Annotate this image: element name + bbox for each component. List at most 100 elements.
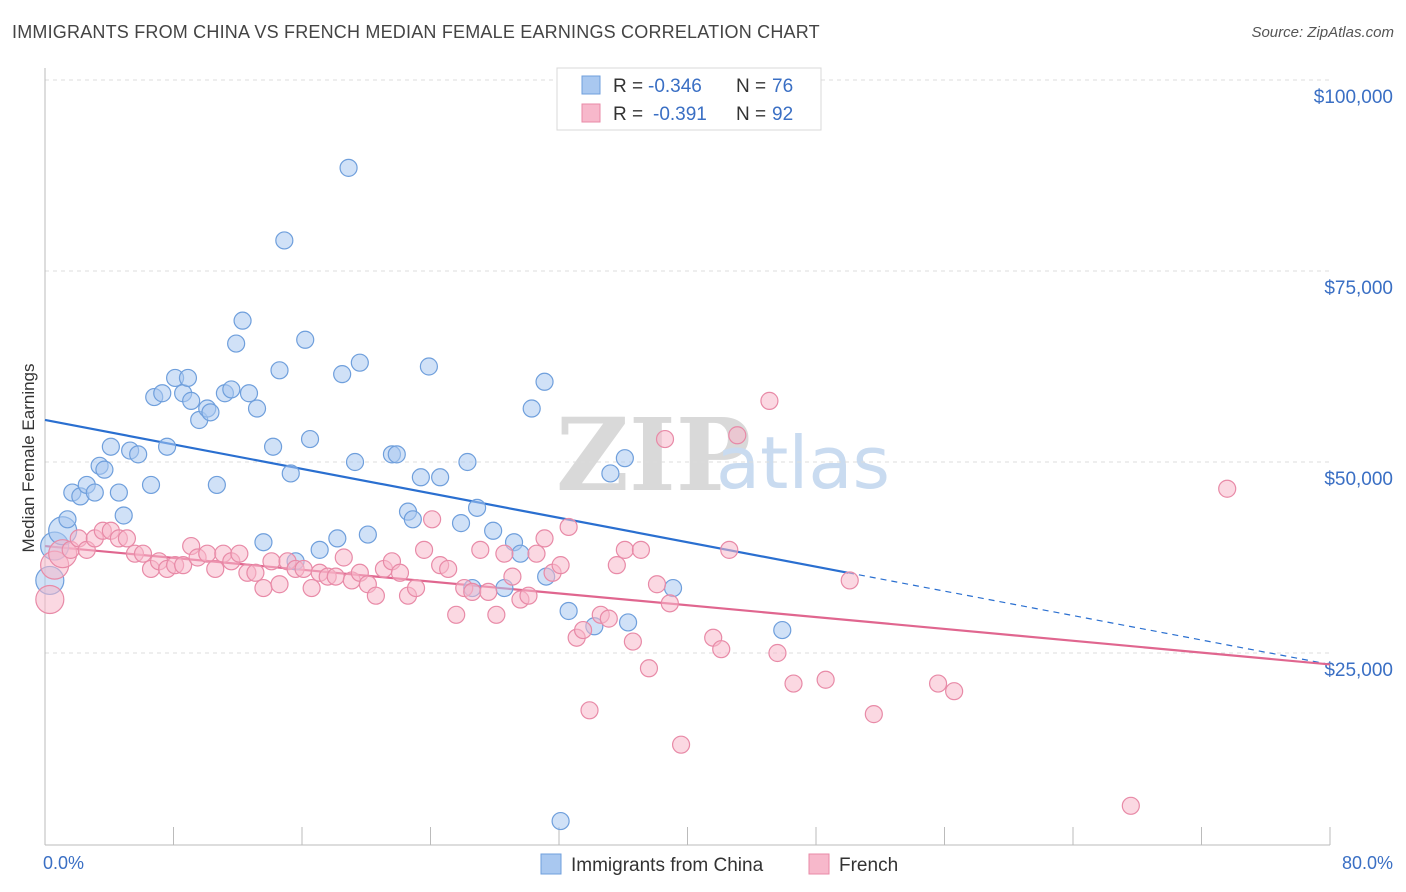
point-french-71	[607, 556, 626, 575]
y-tick-label-1: $50,000	[1324, 469, 1393, 490]
legend-n-value-china: 76	[772, 76, 793, 97]
legend-n-label-french: N =	[736, 104, 766, 125]
point-french-83	[728, 426, 747, 445]
point-french-75	[639, 659, 659, 678]
point-french-67	[573, 620, 593, 640]
bottom-legend-label-french: French	[839, 855, 898, 876]
point-french-47	[414, 540, 434, 559]
point-french-36	[326, 567, 345, 586]
point-french-79	[671, 735, 691, 754]
point-china-11	[109, 483, 128, 502]
point-french-84	[760, 391, 779, 410]
point-french-26	[246, 563, 265, 582]
point-china-22	[182, 391, 201, 410]
point-french-91	[945, 682, 964, 701]
legend-n-label-china: N =	[736, 76, 766, 97]
y-tick-label-2: $75,000	[1324, 278, 1393, 299]
point-french-60	[519, 586, 538, 605]
point-french-93	[1218, 479, 1237, 498]
point-china-31	[239, 384, 259, 403]
point-french-62	[535, 529, 554, 548]
point-china-7	[85, 483, 104, 502]
point-china-51	[403, 510, 422, 529]
point-china-59	[484, 521, 503, 540]
point-french-32	[294, 559, 313, 579]
point-french-68	[580, 701, 599, 720]
y-axis-title: Median Female Earnings	[19, 364, 38, 553]
point-french-78	[660, 594, 679, 613]
point-french-51	[447, 605, 466, 624]
point-french-44	[390, 563, 410, 582]
point-french-73	[623, 632, 642, 651]
point-china-72	[663, 578, 683, 598]
point-china-66	[551, 811, 570, 831]
point-china-32	[247, 399, 267, 418]
point-french-72	[615, 540, 634, 559]
point-french-77	[655, 429, 675, 449]
point-china-63	[522, 399, 541, 418]
point-french-81	[712, 640, 731, 659]
point-china-39	[296, 330, 315, 349]
point-french-37	[334, 548, 353, 567]
point-french-54	[471, 540, 490, 559]
point-china-25	[201, 403, 220, 422]
point-french-56	[487, 605, 506, 624]
point-french-27	[254, 578, 273, 598]
legend-n-value-french: 92	[772, 104, 793, 125]
point-china-44	[339, 158, 358, 177]
point-china-37	[281, 464, 300, 483]
chart-source: Source: ZipAtlas.com	[1251, 24, 1394, 41]
point-china-18	[157, 437, 177, 456]
chart-title: IMMIGRANTS FROM CHINA VS FRENCH MEDIAN F…	[12, 22, 820, 42]
point-china-42	[328, 529, 347, 548]
point-french-57	[495, 544, 514, 563]
legend-r-value-china: -0.346	[648, 76, 702, 97]
point-french-12	[133, 544, 153, 563]
point-china-54	[431, 468, 450, 487]
point-french-65	[559, 517, 578, 537]
point-french-90	[928, 674, 948, 693]
point-french-85	[768, 643, 787, 663]
point-french-74	[631, 540, 651, 559]
point-french-88	[840, 571, 859, 590]
point-china-71	[618, 613, 638, 632]
point-french-20	[198, 544, 217, 563]
x-tick-label-0: 0.0%	[43, 853, 84, 873]
watermark-zip: ZIP	[556, 396, 751, 514]
point-china-3	[58, 510, 77, 529]
bottom-legend-swatch-china	[540, 853, 562, 875]
trend-extension-china	[848, 572, 1331, 666]
point-layer	[35, 158, 1237, 831]
point-french-33	[302, 578, 321, 598]
point-china-55	[451, 514, 471, 533]
point-china-30	[233, 311, 252, 330]
point-china-40	[300, 429, 320, 449]
point-china-17	[153, 384, 172, 403]
point-french-89	[864, 705, 883, 724]
point-french-50	[439, 559, 458, 579]
point-china-67	[559, 601, 578, 621]
point-china-26	[207, 475, 226, 495]
point-french-29	[270, 575, 289, 594]
point-china-62	[511, 544, 530, 563]
bottom-legend-label-china: Immigrants from China	[571, 855, 764, 876]
point-china-46	[350, 353, 369, 372]
point-french-87	[816, 670, 835, 689]
point-french-70	[599, 609, 618, 628]
point-french-41	[366, 586, 385, 605]
point-french-76	[647, 575, 667, 594]
axis-layer: $25,000 $50,000 $75,000 $100,000 0.0% 80.0%	[43, 68, 1393, 873]
point-french-55	[479, 582, 498, 601]
point-french-92	[1121, 796, 1140, 815]
point-china-53	[419, 357, 438, 376]
legend-r-label-french: R =	[613, 104, 643, 125]
point-china-41	[310, 540, 329, 559]
x-tick-label-1: 80.0%	[1342, 853, 1393, 873]
point-china-28	[222, 380, 241, 399]
point-china-56	[458, 452, 477, 472]
point-china-52	[411, 468, 430, 487]
point-french-28	[262, 552, 281, 571]
point-french-21	[206, 559, 225, 579]
point-french-24	[230, 544, 249, 563]
point-china-34	[263, 437, 283, 456]
